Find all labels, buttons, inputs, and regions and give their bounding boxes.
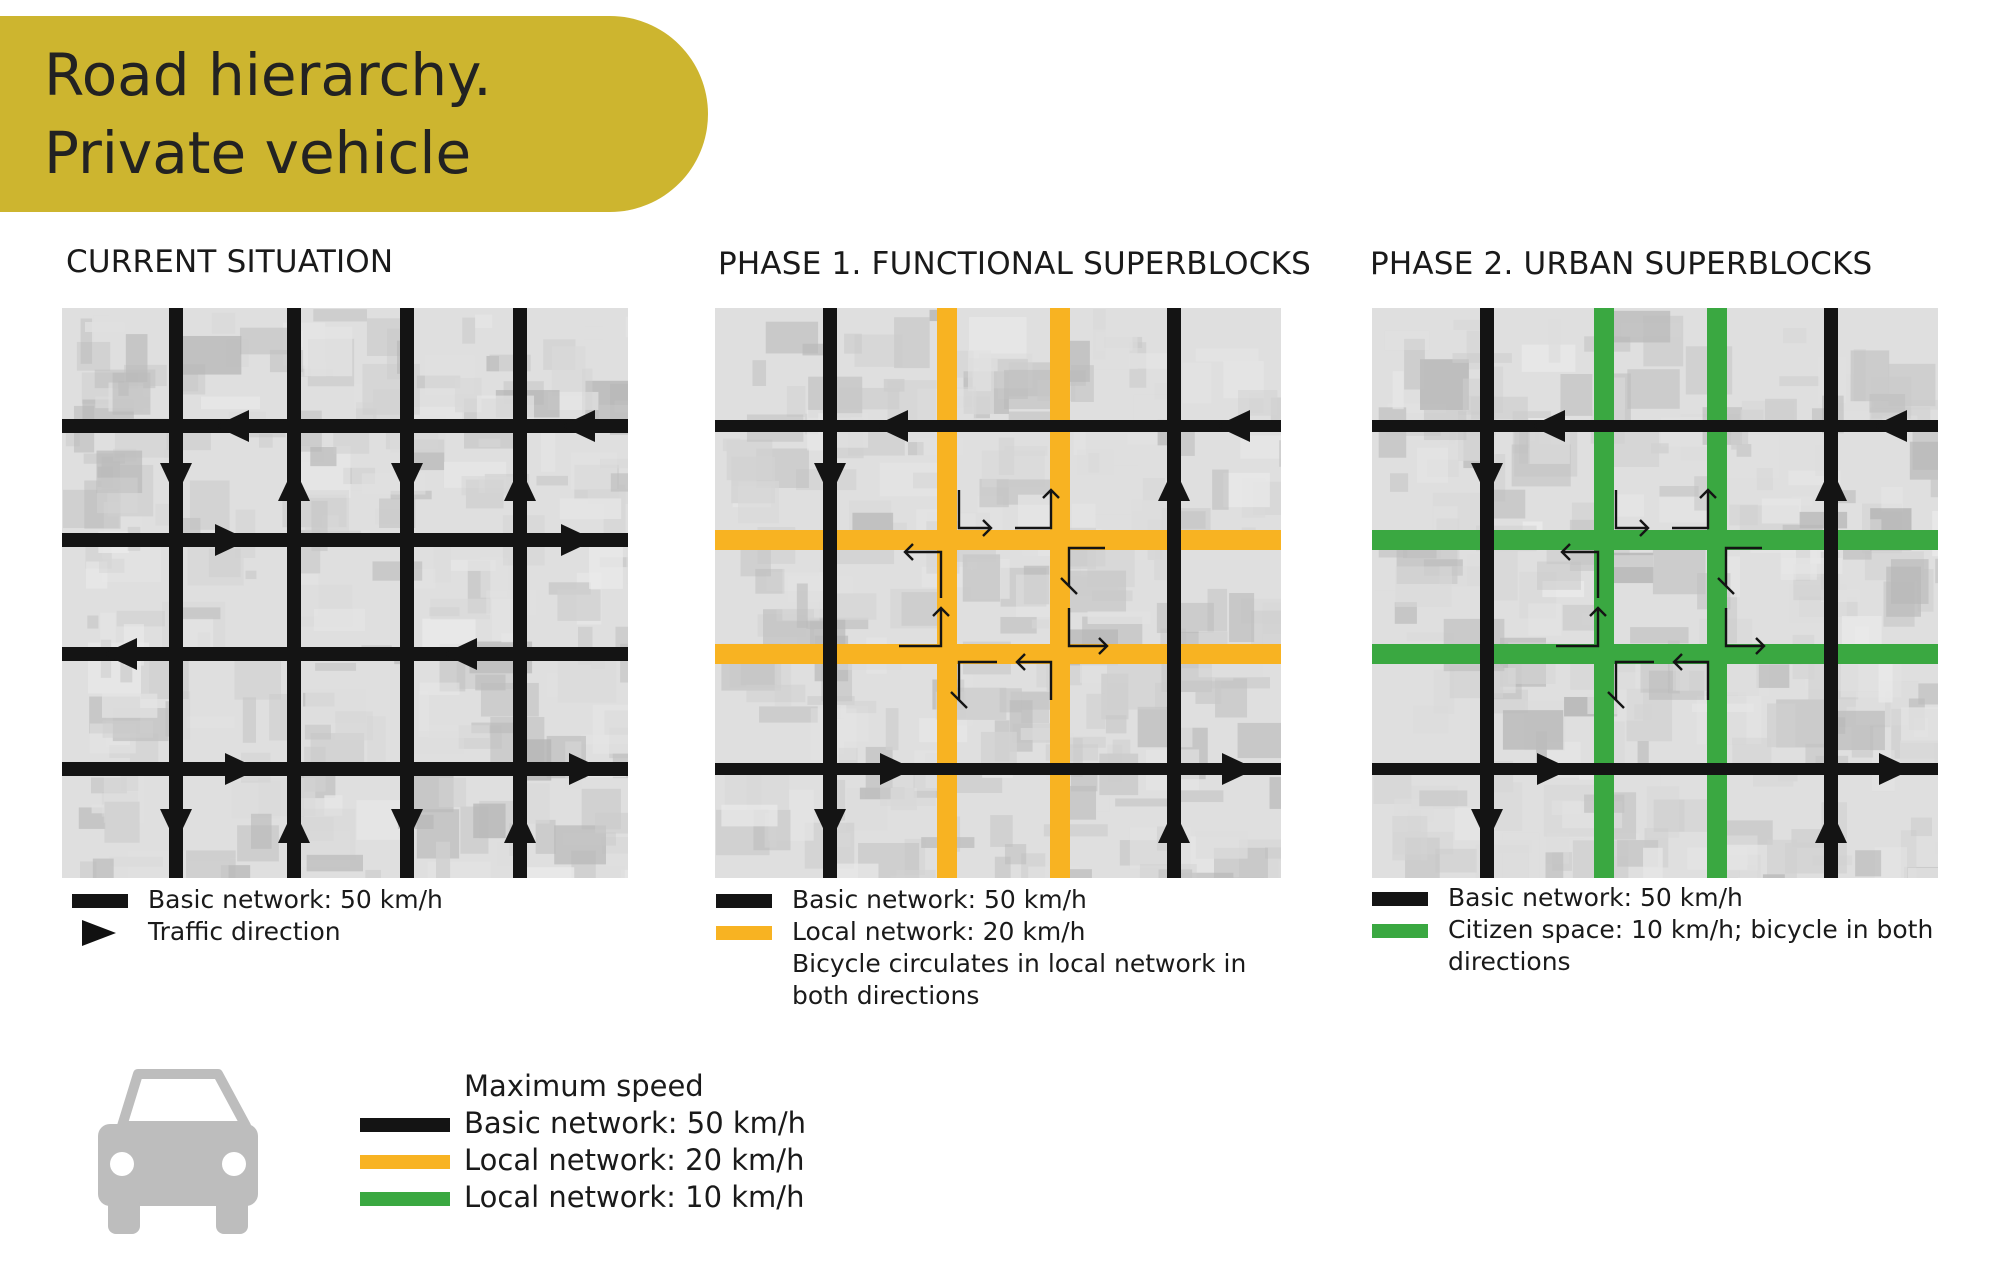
title-line-1: Road hierarchy. <box>44 41 492 109</box>
bicycle-turn-arrow <box>1672 488 1717 530</box>
bicycle-turn-arrow <box>1015 653 1053 700</box>
legend-note-line: Bicycle circulates in local network in <box>716 948 1316 980</box>
phase2-map <box>1372 308 1938 878</box>
current-situation-title: CURRENT SITUATION <box>66 244 394 280</box>
legend-note-line: both directions <box>716 980 1316 1012</box>
traffic-direction-arrow <box>215 524 249 556</box>
bicycle-turn-arrow <box>1607 660 1654 709</box>
traffic-direction-arrow <box>160 809 192 843</box>
bicycle-turn-arrow <box>1067 608 1109 655</box>
traffic-direction-arrow <box>1873 410 1907 442</box>
bicycle-turn-arrow <box>1614 490 1650 537</box>
legend-item-local-network: Local network: 20 km/h <box>716 916 1316 948</box>
speed-legend-label: Local network: 10 km/h <box>464 1180 805 1214</box>
legend-label: Basic network: 50 km/h <box>792 885 1087 914</box>
legend-note: Bicycle circulates in local network in <box>792 949 1247 978</box>
legend-item-citizen-space: Citizen space: 10 km/h; bicycle in both <box>1372 914 1982 946</box>
local-network-20-swatch <box>360 1155 450 1169</box>
traffic-direction-arrow <box>1879 753 1913 785</box>
traffic-direction-arrow <box>504 809 536 843</box>
legend-note-line: directions <box>1372 946 1982 978</box>
traffic-direction-arrow <box>504 467 536 501</box>
basic-network-swatch <box>72 894 128 908</box>
citizen-space-swatch <box>1372 924 1428 938</box>
bicycle-turn-arrow <box>1060 546 1105 595</box>
traffic-direction-arrow <box>814 463 846 497</box>
traffic-direction-arrow <box>1531 410 1565 442</box>
bicycle-turn-arrow <box>903 543 943 598</box>
traffic-direction-arrow <box>1471 463 1503 497</box>
legend-label: Traffic direction <box>148 917 341 946</box>
current-situation-legend: Basic network: 50 km/h Traffic direction <box>72 884 632 948</box>
legend-label: Citizen space: 10 km/h; bicycle in both <box>1448 915 1934 944</box>
traffic-direction-arrow <box>391 463 423 497</box>
basic-network-swatch <box>716 894 772 908</box>
basic-network-swatch <box>360 1118 450 1132</box>
phase1-legend: Basic network: 50 km/h Local network: 20… <box>716 884 1316 1012</box>
title-line-2: Private vehicle <box>44 119 472 187</box>
traffic-direction-arrow <box>569 753 603 785</box>
traffic-direction-arrow <box>874 410 908 442</box>
phase1-title: PHASE 1. FUNCTIONAL SUPERBLOCKS <box>718 246 1311 282</box>
traffic-direction-arrow <box>103 638 137 670</box>
traffic-direction-arrow-icon <box>82 920 116 946</box>
traffic-direction-arrow <box>443 638 477 670</box>
legend-label: Basic network: 50 km/h <box>1448 883 1743 912</box>
traffic-direction-arrow <box>1158 467 1190 501</box>
traffic-direction-arrow <box>1815 809 1847 843</box>
traffic-direction-arrow <box>561 410 595 442</box>
bicycle-turn-arrow <box>1724 608 1766 655</box>
bicycle-turn-arrow <box>1556 606 1607 648</box>
bicycle-turn-arrow <box>1015 488 1060 530</box>
traffic-direction-arrow <box>1158 809 1190 843</box>
local-network-swatch <box>716 926 772 940</box>
legend-item-traffic-direction: Traffic direction <box>72 916 632 948</box>
traffic-direction-arrow <box>225 753 259 785</box>
traffic-direction-arrow <box>1216 410 1250 442</box>
legend-item-basic-network: Basic network: 50 km/h <box>716 884 1316 916</box>
traffic-direction-arrow <box>1537 753 1571 785</box>
speed-legend-label: Local network: 20 km/h <box>464 1143 805 1177</box>
car-icon <box>94 1066 262 1241</box>
traffic-direction-arrow <box>880 753 914 785</box>
speed-legend-heading: Maximum speed <box>464 1069 704 1103</box>
legend-note: directions <box>1448 947 1571 976</box>
traffic-direction-arrow <box>278 809 310 843</box>
traffic-direction-arrow <box>1471 809 1503 843</box>
local-network-10-swatch <box>360 1192 450 1206</box>
traffic-direction-arrow <box>391 809 423 843</box>
traffic-direction-arrow <box>561 524 595 556</box>
title-banner: Road hierarchy. Private vehicle <box>0 16 708 212</box>
phase1-map <box>715 308 1281 878</box>
basic-network-swatch <box>1372 892 1428 906</box>
bicycle-turn-arrow <box>957 490 993 537</box>
bicycle-turn-arrow <box>1672 653 1710 700</box>
traffic-direction-arrow <box>160 463 192 497</box>
traffic-direction-arrow <box>278 467 310 501</box>
traffic-direction-arrow <box>1222 753 1256 785</box>
current-situation-map <box>62 308 628 878</box>
traffic-direction-arrow <box>1815 467 1847 501</box>
phase2-title: PHASE 2. URBAN SUPERBLOCKS <box>1370 246 1873 282</box>
traffic-direction-arrow <box>814 809 846 843</box>
legend-item-basic-network: Basic network: 50 km/h <box>72 884 632 916</box>
aerial-texture <box>1373 310 1938 878</box>
legend-label: Local network: 20 km/h <box>792 917 1086 946</box>
phase2-legend: Basic network: 50 km/h Citizen space: 10… <box>1372 882 1982 978</box>
bicycle-turn-arrow <box>950 660 997 709</box>
legend-note: both directions <box>792 981 980 1010</box>
bicycle-turn-arrow <box>1560 543 1600 598</box>
speed-legend-label: Basic network: 50 km/h <box>464 1106 807 1140</box>
bicycle-turn-arrow <box>1717 546 1762 595</box>
legend-item-basic-network: Basic network: 50 km/h <box>1372 882 1982 914</box>
bicycle-turn-arrow <box>899 606 950 648</box>
traffic-direction-arrow <box>215 410 249 442</box>
legend-label: Basic network: 50 km/h <box>148 885 443 914</box>
